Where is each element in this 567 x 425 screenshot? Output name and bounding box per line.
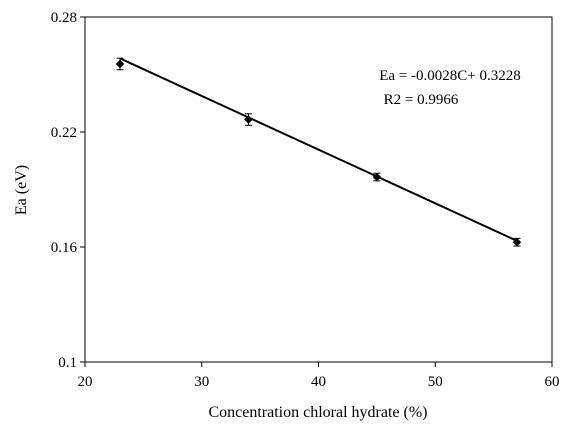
x-axis-label: Concentration chloral hydrate (%): [208, 404, 427, 421]
y-tick-label: 0.22: [51, 125, 77, 141]
x-tick-label: 40: [311, 374, 326, 390]
x-tick-label: 50: [428, 374, 443, 390]
equation-annotation: Ea = -0.0028C+ 0.3228: [379, 68, 521, 84]
y-tick-label: 0.16: [51, 240, 78, 256]
x-tick-label: 20: [78, 374, 93, 390]
data-point: [372, 172, 382, 182]
data-point: [115, 59, 125, 69]
x-tick-label: 60: [545, 374, 560, 390]
y-tick-label: 0.28: [51, 10, 77, 26]
points-layer: [115, 57, 522, 247]
data-point: [512, 237, 522, 247]
ticks-layer: 20 30 40 50 60 0.1 0.16 0.22 0.28: [51, 10, 560, 390]
trendline-layer: [119, 57, 518, 242]
y-tick-label: 0.1: [58, 355, 77, 371]
x-tick-label: 30: [194, 374, 209, 390]
r-squared-annotation: R2 = 0.9966: [384, 92, 459, 108]
data-point: [244, 115, 253, 124]
trendline: [119, 57, 518, 242]
y-axis-label: Ea (eV): [13, 165, 30, 215]
